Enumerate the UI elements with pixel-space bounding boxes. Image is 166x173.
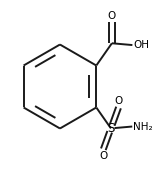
Text: OH: OH [133, 40, 149, 50]
Text: NH₂: NH₂ [133, 121, 153, 131]
Text: S: S [107, 122, 115, 135]
Text: O: O [99, 151, 107, 161]
Text: O: O [108, 11, 116, 21]
Text: O: O [114, 96, 123, 106]
